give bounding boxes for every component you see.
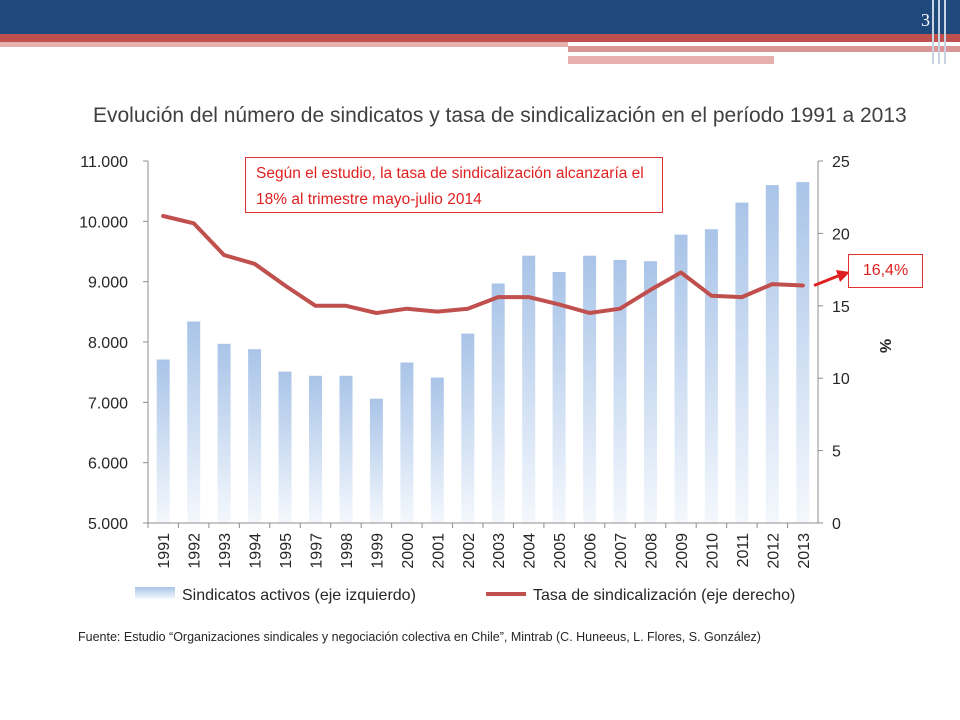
bar-2011 bbox=[735, 202, 749, 523]
bar-2002 bbox=[461, 333, 475, 523]
bar-1999 bbox=[369, 398, 383, 523]
header-stripe-white bbox=[568, 52, 888, 54]
y-left-tick-label: 11.000 bbox=[80, 154, 128, 171]
y-left-ticks: 5.000 6.000 7.000 8.000 9.000 10.000 11.000 bbox=[79, 154, 148, 533]
line-series bbox=[161, 214, 805, 315]
legend-swatch-bars bbox=[135, 587, 175, 599]
x-tick-label-1995: 1995 bbox=[278, 533, 295, 569]
x-tick-label-1999: 1999 bbox=[369, 533, 386, 569]
bar-2005 bbox=[552, 272, 566, 523]
bar-1991 bbox=[156, 359, 170, 523]
y-right-tick-label: 20 bbox=[832, 226, 850, 243]
y-right-axis-title: % bbox=[876, 339, 893, 353]
y-left-tick-label: 6.000 bbox=[88, 456, 128, 473]
x-tick-label-2007: 2007 bbox=[613, 533, 630, 569]
y-right-tick-label: 0 bbox=[832, 516, 841, 533]
bar-2007 bbox=[613, 259, 627, 523]
header-stripe-pink-short bbox=[568, 56, 774, 64]
callout-arrowhead bbox=[836, 270, 850, 282]
bar-2000 bbox=[400, 362, 414, 523]
x-tick-label-1991: 1991 bbox=[156, 533, 173, 569]
legend-label-line: Tasa de sindicalización (eje derecho) bbox=[533, 587, 795, 604]
x-tick-label-1997: 1997 bbox=[309, 533, 326, 569]
y-left-tick-label: 9.000 bbox=[88, 275, 128, 292]
bar-1995 bbox=[278, 371, 292, 523]
header-vline bbox=[932, 0, 934, 64]
line-tasa-sindicalizacion bbox=[161, 214, 805, 315]
y-left-tick-label: 8.000 bbox=[88, 335, 128, 352]
bar-2013 bbox=[796, 182, 810, 523]
x-tick-label-2002: 2002 bbox=[461, 533, 478, 569]
bar-1994 bbox=[248, 349, 262, 523]
x-tick-label-2008: 2008 bbox=[644, 533, 661, 569]
x-tick-label-2005: 2005 bbox=[552, 533, 569, 569]
y-left-tick-label: 10.000 bbox=[79, 214, 128, 231]
header-vline bbox=[944, 0, 946, 64]
x-tick-label-2006: 2006 bbox=[583, 533, 600, 569]
x-tick-label-2009: 2009 bbox=[674, 533, 691, 569]
study-note-callout: Según el estudio, la tasa de sindicaliza… bbox=[245, 157, 663, 213]
header-stripe-pink-right bbox=[568, 46, 960, 52]
legend-label-bars: Sindicatos activos (eje izquierdo) bbox=[182, 587, 416, 604]
header-bar bbox=[0, 0, 960, 34]
bar-2004 bbox=[522, 255, 536, 523]
bar-series bbox=[156, 182, 810, 523]
bar-1997 bbox=[309, 375, 322, 523]
y-right-tick-label: 25 bbox=[832, 154, 850, 171]
x-tick-label-1993: 1993 bbox=[217, 533, 234, 569]
x-ticks: 1991 1992 1993 1994 1995 1997 1998 1999 2000 2001… bbox=[147, 523, 813, 569]
y-right-tick-label: 15 bbox=[832, 299, 850, 316]
header-stripe-pink bbox=[0, 42, 568, 47]
y-right-ticks: 0 5 10 15 20 25 bbox=[818, 154, 850, 533]
chart-title: Evolución del número de sindicatos y tas… bbox=[93, 104, 907, 127]
bar-2003 bbox=[491, 283, 505, 523]
y-left-tick-label: 5.000 bbox=[88, 516, 128, 533]
x-tick-label-2003: 2003 bbox=[491, 533, 508, 569]
chart-legend: Sindicatos activos (eje izquierdo) Tasa d… bbox=[135, 587, 795, 604]
bar-2010 bbox=[704, 229, 718, 523]
y-right-tick-label: 10 bbox=[832, 371, 850, 388]
x-tick-label-2000: 2000 bbox=[400, 533, 417, 569]
x-tick-label-2004: 2004 bbox=[522, 533, 539, 569]
bar-1993 bbox=[217, 343, 231, 523]
callout-arrow bbox=[813, 274, 839, 287]
bar-2009 bbox=[674, 234, 688, 523]
bar-2008 bbox=[644, 261, 657, 523]
x-tick-label-2013: 2013 bbox=[796, 533, 813, 569]
last-value-callout: 16,4% bbox=[848, 254, 923, 288]
page-number: 3 bbox=[921, 10, 930, 30]
x-tick-label-2011: 2011 bbox=[735, 533, 752, 568]
x-tick-label-1992: 1992 bbox=[187, 533, 204, 569]
y-left-tick-label: 7.000 bbox=[88, 395, 128, 412]
x-tick-label-1994: 1994 bbox=[248, 533, 265, 569]
x-tick-label-2010: 2010 bbox=[704, 533, 721, 569]
bar-2012 bbox=[765, 185, 779, 523]
bar-1998 bbox=[339, 375, 353, 523]
x-tick-label-1998: 1998 bbox=[339, 533, 356, 569]
header-stripe-red bbox=[0, 34, 960, 42]
x-tick-label-2001: 2001 bbox=[430, 533, 447, 569]
bar-1992 bbox=[187, 321, 201, 523]
header-vline bbox=[938, 0, 940, 64]
x-tick-label-2012: 2012 bbox=[765, 533, 782, 569]
source-note: Fuente: Estudio “Organizaciones sindical… bbox=[78, 630, 761, 644]
bar-2001 bbox=[430, 377, 444, 523]
y-right-tick-label: 5 bbox=[832, 444, 841, 461]
bar-2006 bbox=[583, 255, 597, 523]
